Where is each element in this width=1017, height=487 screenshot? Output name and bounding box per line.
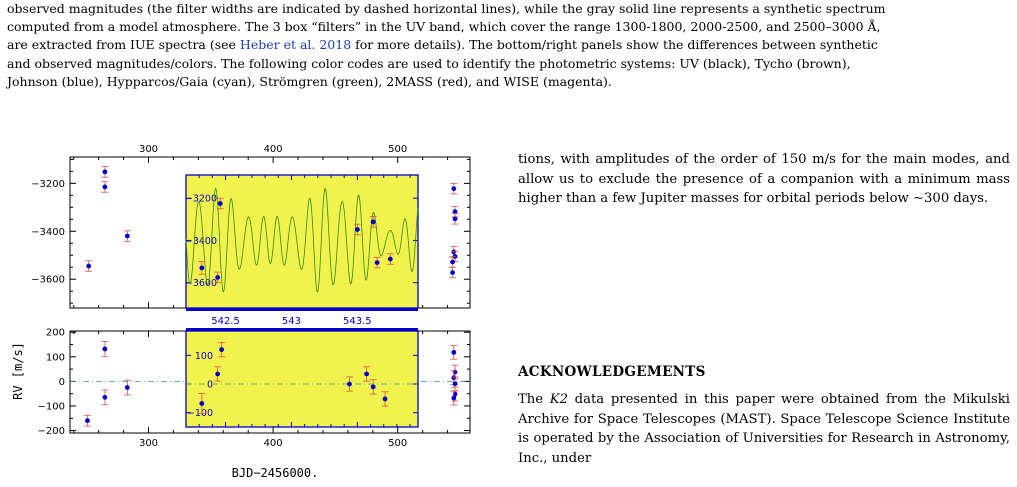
y-tick-label: −3400 xyxy=(31,227,65,238)
inset-rv-point xyxy=(370,219,376,225)
mission-name: K2 xyxy=(549,392,569,407)
paragraph-text: The K2 data presented in this paper were… xyxy=(518,390,1010,468)
inset-rv-point xyxy=(374,260,380,266)
rv-figure: 300 400 500 −3200 −3400 −3600 300 400 500 200 100… xyxy=(0,135,500,483)
rv-point xyxy=(451,249,457,255)
x-tick-label: 400 xyxy=(264,144,283,155)
inset-axis-strip xyxy=(186,328,418,331)
inset-rv-point xyxy=(354,227,360,232)
inset-axis-strip xyxy=(186,308,418,311)
inset-residual-point xyxy=(215,371,221,377)
residual-point xyxy=(85,418,90,424)
inset-x-tick-label: 543 xyxy=(282,316,301,327)
inset-residual-point xyxy=(199,401,205,406)
body-paragraph: tions, with amplitudes of the order of 1… xyxy=(518,150,1010,209)
inset-residual-point xyxy=(219,347,224,353)
inset-y-tick-label: −3200 xyxy=(185,194,217,205)
residual-point xyxy=(102,346,108,352)
acknowledgements-paragraph: The K2 data presented in this paper were… xyxy=(518,390,1010,468)
rv-point xyxy=(124,233,130,239)
inset-top-panel xyxy=(185,174,419,309)
caption-text: for more details). The bottom/right pane… xyxy=(351,37,878,53)
paragraph-text: tions, with amplitudes of the order of 1… xyxy=(518,152,1010,206)
y-tick-label: −100 xyxy=(38,401,65,412)
rv-point xyxy=(102,184,108,190)
y-tick-label: −3600 xyxy=(31,275,65,286)
inset-y-tick-label: 100 xyxy=(195,351,213,362)
ack-text: data presented in this paper were obtain… xyxy=(518,392,1010,466)
caption-line: and observed magnitudes/colors. The foll… xyxy=(7,55,851,71)
residual-point xyxy=(451,349,457,355)
inset-bottom-panel xyxy=(185,330,419,428)
rv-point xyxy=(452,216,458,222)
inset-residual-point xyxy=(347,381,352,387)
rv-point xyxy=(450,270,455,275)
x-tick-label: 500 xyxy=(388,144,407,155)
rv-point xyxy=(102,169,108,175)
residual-point xyxy=(124,385,130,390)
inset-residual-point xyxy=(370,384,376,390)
figure-caption: observed magnitudes (the filter widths a… xyxy=(7,0,1010,91)
x-tick-label: 500 xyxy=(388,438,407,449)
residual-point xyxy=(451,395,457,401)
y-tick-label: 0 xyxy=(59,377,65,388)
caption-line: Johnson (blue), Hypparcos/Gaia (cyan), S… xyxy=(7,73,612,89)
rv-chart: 300 400 500 −3200 −3400 −3600 300 400 500 200 100… xyxy=(11,144,471,480)
inset-x-tick-label: 543.5 xyxy=(343,316,372,327)
inset-x-tick-label: 542.5 xyxy=(211,316,240,327)
rv-point xyxy=(451,186,457,192)
residual-point xyxy=(452,369,458,375)
x-tick-label: 400 xyxy=(264,438,283,449)
caption-text: are extracted from IUE spectra (see xyxy=(7,37,240,53)
y-tick-label: −200 xyxy=(38,426,65,437)
inset-residual-point xyxy=(364,371,369,377)
y-tick-label: 100 xyxy=(46,352,65,363)
citation-link[interactable]: Heber et al. 2018 xyxy=(239,37,352,53)
inset-rv-point xyxy=(215,274,221,280)
y-tick-label: 200 xyxy=(46,328,65,339)
caption-line: computed from a model atmosphere. The 3 … xyxy=(7,19,881,35)
residual-point xyxy=(102,394,108,400)
inset-rv-point xyxy=(199,265,205,271)
inset-rv-point xyxy=(217,201,223,206)
inset-y-tick-label: −3600 xyxy=(185,278,217,289)
x-axis-label: BJD−2456000. xyxy=(232,466,319,480)
x-tick-label: 300 xyxy=(139,438,158,449)
residual-point xyxy=(452,381,458,387)
residual-point xyxy=(451,375,457,381)
section-heading: ACKNOWLEDGEMENTS xyxy=(518,364,706,380)
model-curve xyxy=(185,187,419,293)
rv-point xyxy=(86,263,92,269)
inset-y-tick-label: 0 xyxy=(207,380,213,391)
rv-point xyxy=(452,209,458,215)
inset-y-tick-label: −3400 xyxy=(185,236,217,247)
ack-text: The xyxy=(518,392,550,407)
x-tick-label: 300 xyxy=(139,144,158,155)
y-tick-label: −3200 xyxy=(31,179,65,190)
inset-rv-point xyxy=(387,256,393,262)
caption-line: observed magnitudes (the filter widths a… xyxy=(7,1,886,16)
inset-residual-point xyxy=(382,396,388,402)
y-axis-label: RV [m/s] xyxy=(11,342,25,400)
rv-point xyxy=(450,259,455,265)
caption-line: are extracted from IUE spectra (see Hebe… xyxy=(7,36,1010,54)
